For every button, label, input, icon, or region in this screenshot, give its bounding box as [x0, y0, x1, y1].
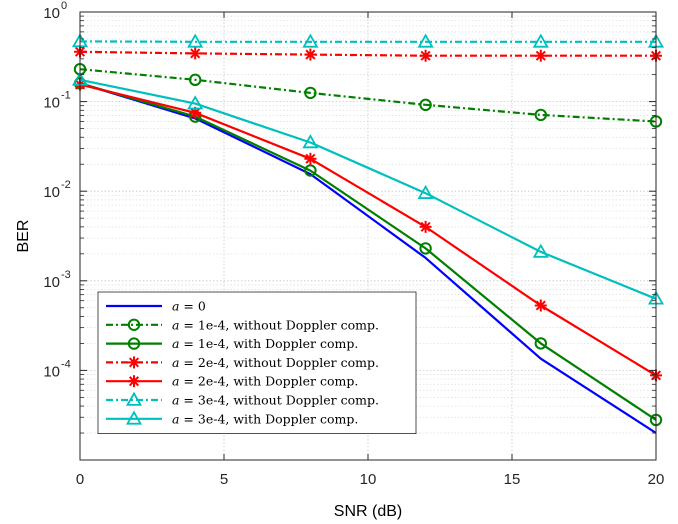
series-line — [79, 83, 657, 377]
legend-entry: a = 1e-4, with Doppler comp. — [106, 336, 358, 351]
y-tick-exponent: -3 — [61, 269, 71, 281]
y-tick-base: 10 — [43, 274, 60, 291]
legend-marker — [125, 391, 143, 406]
data-point — [187, 95, 204, 110]
legend-label: a = 2e-4, without Doppler comp. — [172, 355, 379, 370]
legend-entry: a = 0 — [106, 299, 206, 314]
x-tick-label: 10 — [360, 471, 377, 488]
legend-label: a = 0 — [172, 299, 206, 314]
legend-marker — [127, 337, 141, 350]
data-point — [532, 243, 549, 258]
data-point — [417, 33, 434, 48]
x-tick-label: 15 — [504, 471, 521, 488]
data-point — [304, 48, 317, 61]
data-point — [532, 33, 549, 48]
legend-label: a = 1e-4, with Doppler comp. — [172, 336, 358, 351]
legend-label: a = 3e-4, with Doppler comp. — [172, 411, 358, 426]
data-point — [304, 164, 317, 177]
y-tick-label: 10 -3 — [43, 269, 70, 291]
x-tick-label: 0 — [76, 471, 84, 488]
x-tick-label: 20 — [648, 471, 665, 488]
legend-entry: a = 1e-4, without Doppler comp. — [106, 317, 379, 332]
tick-marks — [79, 11, 657, 460]
data-point — [302, 33, 319, 48]
legend-entry: a = 3e-4, without Doppler comp. — [106, 391, 379, 408]
legend-marker — [128, 375, 140, 388]
data-point — [534, 337, 547, 350]
x-axis-title: SNR (dB) — [334, 503, 402, 520]
y-tick-label: 10 0 — [43, 0, 67, 22]
data-point — [304, 152, 317, 165]
y-tick-label: 10 -2 — [43, 179, 70, 201]
y-tick-exponent: 0 — [61, 0, 67, 12]
data-point — [189, 73, 202, 87]
data-point — [417, 184, 434, 199]
series-5 — [74, 78, 662, 382]
y-tick-label: 10 -1 — [43, 90, 70, 112]
y-tick-base: 10 — [43, 184, 60, 201]
data-point — [189, 47, 202, 60]
legend-entry: a = 2e-4, with Doppler comp. — [106, 374, 358, 389]
data-point — [534, 299, 547, 312]
data-point — [534, 49, 547, 62]
data-point — [534, 108, 547, 122]
series-line — [79, 82, 657, 434]
data-point — [419, 49, 432, 62]
series-line — [79, 68, 657, 123]
y-tick-base: 10 — [43, 363, 60, 380]
y-tick-label: 10 -4 — [43, 358, 70, 380]
legend-label: a = 2e-4, with Doppler comp. — [172, 374, 358, 389]
series-layer — [71, 33, 665, 434]
data-point — [187, 33, 204, 48]
y-tick-base: 10 — [43, 95, 60, 112]
legend-entry: a = 2e-4, without Doppler comp. — [106, 355, 379, 370]
legend-label: a = 1e-4, without Doppler comp. — [172, 317, 379, 332]
series-line — [79, 82, 657, 421]
y-tick-base: 10 — [43, 5, 60, 22]
y-tick-exponent: -4 — [61, 358, 71, 370]
legend: a = 0 a = 1e-4, without Doppler comp. a = … — [97, 291, 417, 435]
data-point — [304, 86, 317, 100]
legend-entry: a = 3e-4, with Doppler comp. — [106, 410, 358, 426]
data-point — [419, 242, 432, 255]
series-1 — [79, 82, 657, 434]
data-point — [302, 134, 319, 149]
legend-label: a = 3e-4, without Doppler comp. — [172, 393, 379, 408]
data-point — [419, 220, 432, 233]
y-axis-title: BER — [15, 220, 32, 253]
data-point — [419, 98, 432, 112]
legend-marker — [125, 410, 143, 425]
series-line — [79, 78, 657, 300]
x-tick-label: 5 — [220, 471, 228, 488]
y-tick-exponent: -1 — [61, 90, 71, 102]
series-line — [79, 50, 656, 57]
legend-marker — [128, 356, 140, 369]
legend-marker — [127, 318, 141, 331]
y-tick-exponent: -2 — [61, 179, 71, 191]
x-tick-labels: 0 5 10 15 20 — [76, 471, 665, 488]
